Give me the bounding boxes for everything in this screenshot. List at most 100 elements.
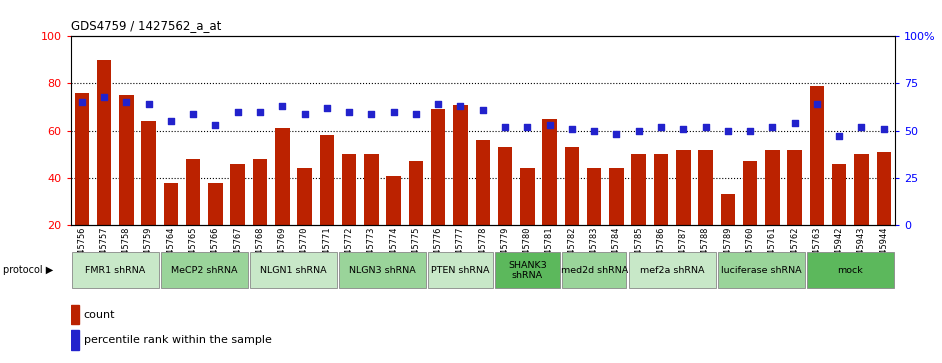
Point xyxy=(208,122,223,128)
Bar xyxy=(186,159,201,272)
Point xyxy=(252,109,268,115)
Bar xyxy=(250,253,337,288)
Bar xyxy=(561,253,626,288)
Point xyxy=(832,134,847,139)
Point xyxy=(564,126,579,132)
Bar xyxy=(119,95,134,272)
Point xyxy=(319,105,334,111)
Bar xyxy=(141,121,155,272)
Point xyxy=(609,131,624,137)
Point xyxy=(587,128,602,134)
Bar xyxy=(854,154,869,272)
Point xyxy=(876,126,891,132)
Text: percentile rank within the sample: percentile rank within the sample xyxy=(84,335,271,345)
Point xyxy=(141,101,156,107)
Point xyxy=(364,111,379,117)
Point xyxy=(74,99,89,105)
Text: SHANK3
shRNA: SHANK3 shRNA xyxy=(508,261,546,280)
Bar xyxy=(231,164,245,272)
Point xyxy=(475,107,490,113)
Bar xyxy=(718,253,804,288)
Bar xyxy=(453,105,468,272)
Text: NLGN1 shRNA: NLGN1 shRNA xyxy=(260,266,327,275)
Bar xyxy=(698,150,713,272)
Bar xyxy=(676,150,690,272)
Point xyxy=(430,101,446,107)
Bar xyxy=(832,164,847,272)
Point xyxy=(230,109,245,115)
Text: med2d shRNA: med2d shRNA xyxy=(560,266,627,275)
Bar xyxy=(319,135,334,272)
Bar xyxy=(654,154,668,272)
Bar xyxy=(807,253,894,288)
Point xyxy=(297,111,312,117)
Bar xyxy=(71,330,79,350)
Point xyxy=(342,109,357,115)
Bar xyxy=(765,150,780,272)
Bar xyxy=(365,154,379,272)
Bar xyxy=(342,154,356,272)
Point xyxy=(721,128,736,134)
Point xyxy=(96,94,111,99)
Text: MeCP2 shRNA: MeCP2 shRNA xyxy=(171,266,237,275)
Point xyxy=(742,128,757,134)
Text: protocol ▶: protocol ▶ xyxy=(3,265,53,276)
Point xyxy=(119,99,134,105)
Bar xyxy=(876,152,891,272)
Bar xyxy=(543,119,557,272)
Point xyxy=(854,124,869,130)
Bar xyxy=(743,161,757,272)
Bar xyxy=(564,147,579,272)
Text: PTEN shRNA: PTEN shRNA xyxy=(431,266,490,275)
Bar xyxy=(252,159,268,272)
Bar xyxy=(788,150,802,272)
Bar xyxy=(429,253,493,288)
Bar xyxy=(208,183,222,272)
Bar xyxy=(497,147,512,272)
Bar xyxy=(431,109,446,272)
Bar xyxy=(721,195,735,272)
Bar xyxy=(609,168,624,272)
Bar xyxy=(339,253,426,288)
Text: count: count xyxy=(84,310,115,319)
Point xyxy=(453,103,468,109)
Text: GDS4759 / 1427562_a_at: GDS4759 / 1427562_a_at xyxy=(71,19,221,32)
Point xyxy=(675,126,690,132)
Text: luciferase shRNA: luciferase shRNA xyxy=(721,266,802,275)
Point xyxy=(788,120,803,126)
Bar xyxy=(810,86,824,272)
Point xyxy=(542,122,557,128)
Bar xyxy=(164,183,178,272)
Text: mef2a shRNA: mef2a shRNA xyxy=(640,266,705,275)
Bar xyxy=(409,161,423,272)
Point xyxy=(497,124,512,130)
Text: mock: mock xyxy=(837,266,863,275)
Bar xyxy=(72,253,158,288)
Point xyxy=(809,101,824,107)
Text: FMR1 shRNA: FMR1 shRNA xyxy=(85,266,145,275)
Text: NLGN3 shRNA: NLGN3 shRNA xyxy=(349,266,416,275)
Bar xyxy=(298,168,312,272)
Point xyxy=(654,124,669,130)
Bar xyxy=(476,140,490,272)
Bar xyxy=(587,168,601,272)
Bar xyxy=(628,253,716,288)
Bar xyxy=(74,93,89,272)
Bar xyxy=(161,253,248,288)
Point xyxy=(765,124,780,130)
Bar xyxy=(520,168,534,272)
Point xyxy=(409,111,424,117)
Point xyxy=(386,109,401,115)
Bar xyxy=(275,128,289,272)
Point xyxy=(163,118,178,124)
Point xyxy=(520,124,535,130)
Bar xyxy=(495,253,560,288)
Bar xyxy=(631,154,646,272)
Bar xyxy=(71,305,79,324)
Point xyxy=(275,103,290,109)
Point xyxy=(186,111,201,117)
Point xyxy=(698,124,713,130)
Bar xyxy=(386,175,401,272)
Bar xyxy=(97,60,111,272)
Point xyxy=(631,128,646,134)
